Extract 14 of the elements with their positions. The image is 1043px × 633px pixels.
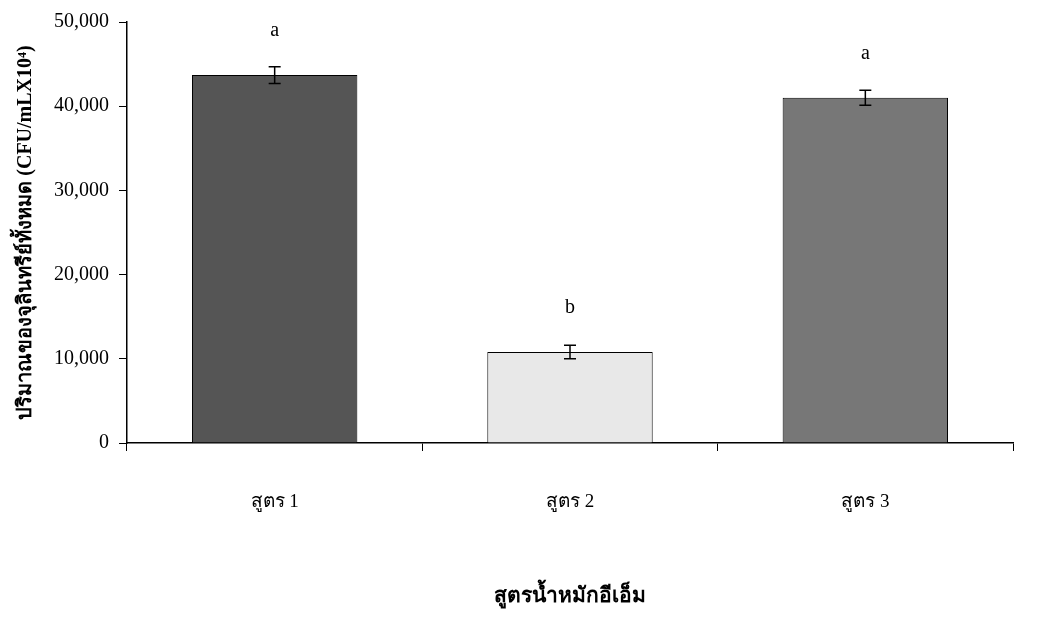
y-tick-label: 10,000 [54,346,109,369]
x-tick-label: สูตร 1 [250,490,299,513]
x-axis-title: สูตรน้ำหมักอีเอ็ม [494,578,646,609]
x-tick-label: สูตร 2 [545,490,595,513]
y-tick-label: 30,000 [54,177,109,200]
annotation: b [565,295,575,318]
y-tick-label: 50,000 [54,9,109,32]
annotation: a [270,18,280,41]
y-tick-label: 40,000 [54,93,109,116]
y-tick-label: 0 [99,430,109,453]
y-tick-label: 20,000 [54,261,109,284]
y-axis-title: ปริมาณของจุลินทรีย์ทั้งหมด (CFU/mLX10⁴) [9,45,38,420]
x-tick-label: สูตร 3 [841,490,890,513]
annotation: a [860,41,870,64]
